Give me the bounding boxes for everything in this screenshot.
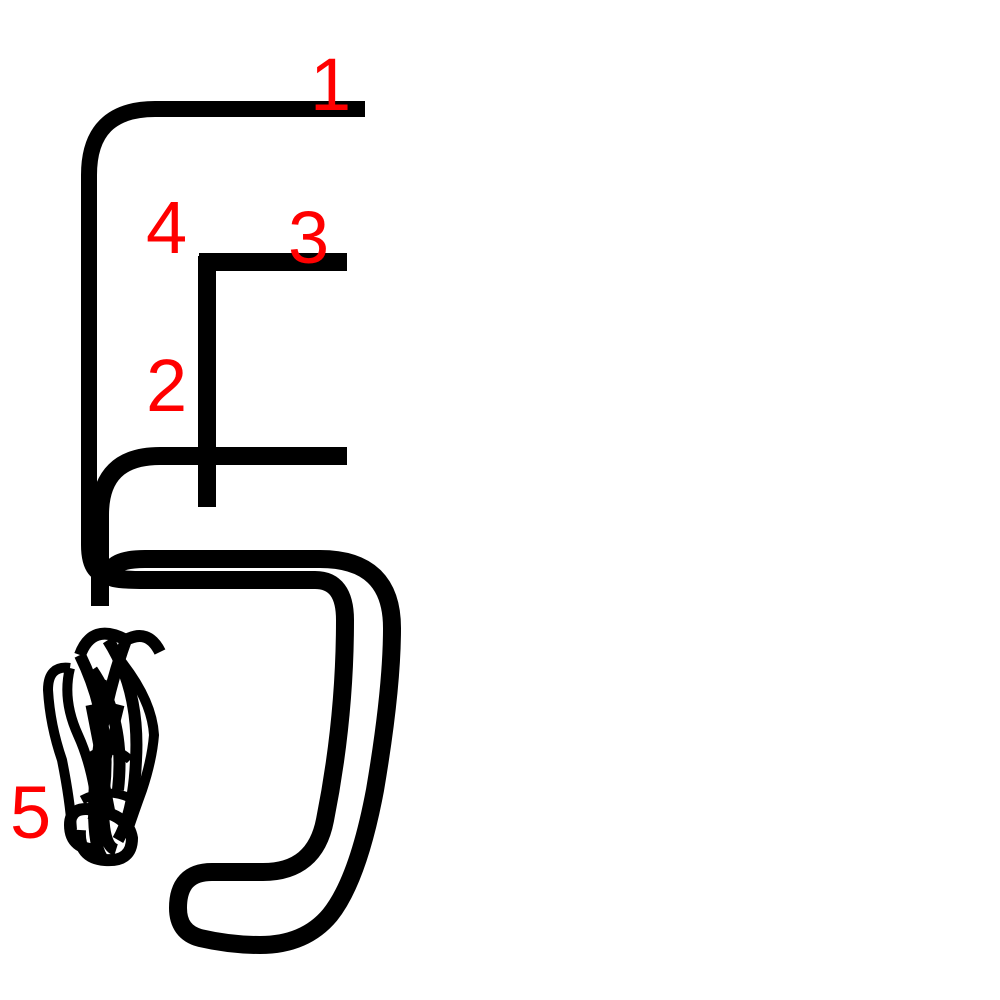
stroke-5-label: 5	[10, 771, 51, 854]
stroke-2-label: 2	[146, 344, 187, 427]
stroke-1-path	[81, 101, 365, 584]
stroke-4-hook-path	[101, 550, 401, 954]
stroke-3-label: 3	[288, 196, 329, 279]
stroke-4-path	[91, 447, 347, 606]
stroke-1-label: 1	[310, 43, 351, 126]
stroke-5-scribble	[43, 627, 166, 867]
stroke-4-label: 4	[146, 186, 187, 269]
